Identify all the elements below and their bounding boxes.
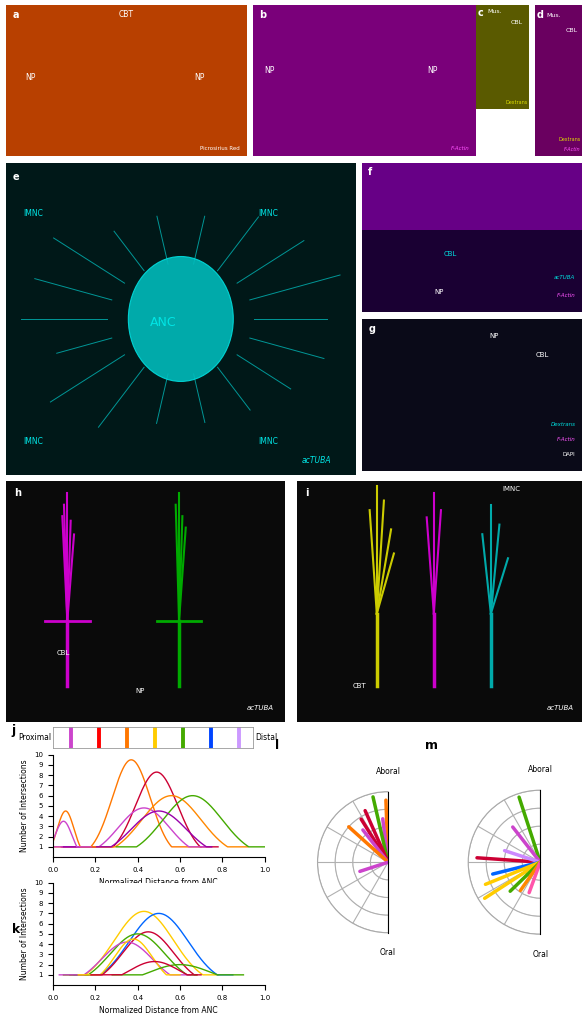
Text: Aboral: Aboral xyxy=(376,767,400,776)
Text: d: d xyxy=(536,9,543,19)
Y-axis label: Number of Intersections: Number of Intersections xyxy=(19,760,29,852)
Text: k: k xyxy=(12,924,20,936)
Text: CBL: CBL xyxy=(56,649,69,655)
Text: Mus.: Mus. xyxy=(487,9,502,14)
Text: NP: NP xyxy=(434,290,443,295)
Text: F-Actin: F-Actin xyxy=(557,436,576,441)
Text: Oral: Oral xyxy=(532,950,548,959)
Text: l: l xyxy=(275,739,279,753)
Text: g: g xyxy=(368,324,375,334)
Text: i: i xyxy=(306,488,309,499)
Text: IMNC: IMNC xyxy=(24,437,44,445)
Text: e: e xyxy=(13,172,19,182)
X-axis label: Normalized Distance from ANC: Normalized Distance from ANC xyxy=(99,1007,218,1016)
Text: Aboral: Aboral xyxy=(527,765,553,774)
Text: Dextrans: Dextrans xyxy=(505,100,527,105)
Text: Dextrans: Dextrans xyxy=(550,422,576,427)
Text: a: a xyxy=(13,9,19,19)
Text: IMNC: IMNC xyxy=(258,209,278,218)
Text: c: c xyxy=(478,8,483,18)
Text: IMNC: IMNC xyxy=(502,486,520,492)
Text: CBL: CBL xyxy=(443,251,456,256)
Text: CBL: CBL xyxy=(510,19,523,25)
Text: acTUBA: acTUBA xyxy=(554,275,576,281)
Bar xyxy=(362,163,582,230)
X-axis label: Normalized Distance from ANC: Normalized Distance from ANC xyxy=(99,879,218,888)
Text: ANC: ANC xyxy=(150,315,176,329)
Text: Mus.: Mus. xyxy=(547,13,561,18)
Text: b: b xyxy=(259,9,267,19)
Text: IMNC: IMNC xyxy=(24,209,44,218)
Y-axis label: Number of Intersections: Number of Intersections xyxy=(19,888,29,980)
Text: F-Actin: F-Actin xyxy=(451,145,470,151)
Text: F-Actin: F-Actin xyxy=(564,147,581,153)
Ellipse shape xyxy=(128,257,233,381)
Text: h: h xyxy=(14,488,21,499)
Text: CBL: CBL xyxy=(536,352,549,358)
Text: acTUBA: acTUBA xyxy=(547,705,573,711)
Text: f: f xyxy=(368,167,372,177)
Text: F-Actin: F-Actin xyxy=(557,293,576,298)
Text: Picrosirius Red: Picrosirius Red xyxy=(200,145,240,151)
Text: CBT: CBT xyxy=(119,10,134,19)
Text: NP: NP xyxy=(264,66,275,75)
Text: j: j xyxy=(12,724,16,736)
Text: Oral: Oral xyxy=(380,948,396,957)
Text: NP: NP xyxy=(135,688,145,694)
Text: NP: NP xyxy=(25,74,35,82)
Text: NP: NP xyxy=(489,333,499,339)
Text: CBT: CBT xyxy=(353,683,366,689)
Text: acTUBA: acTUBA xyxy=(247,705,274,711)
Text: Dextrans: Dextrans xyxy=(559,136,581,141)
Text: NP: NP xyxy=(427,66,437,75)
Text: Distal: Distal xyxy=(255,733,277,741)
Text: NP: NP xyxy=(194,74,204,82)
Text: DAPI: DAPI xyxy=(563,452,576,457)
Text: CBL: CBL xyxy=(566,29,578,33)
Text: acTUBA: acTUBA xyxy=(302,456,331,465)
Text: IMNC: IMNC xyxy=(258,437,278,445)
Text: m: m xyxy=(425,739,437,753)
Text: Proximal: Proximal xyxy=(18,733,51,741)
